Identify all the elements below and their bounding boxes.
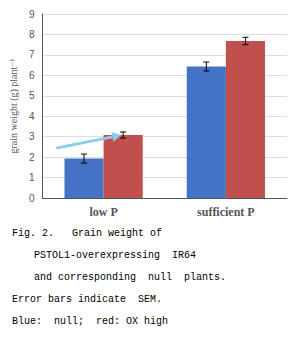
svg-text:9: 9: [29, 9, 35, 20]
svg-text:1: 1: [29, 172, 35, 183]
svg-text:3: 3: [29, 131, 35, 142]
svg-text:grain weight (g) plant⁻¹: grain weight (g) plant⁻¹: [8, 58, 20, 153]
svg-text:low P: low P: [89, 205, 117, 219]
svg-text:6: 6: [29, 70, 35, 81]
svg-text:PSTOL1-overexpressing IR64: PSTOL1-overexpressing IR64: [34, 250, 196, 261]
svg-text:2: 2: [29, 152, 35, 163]
svg-text:Fig. 2. Grain weight of: Fig. 2. Grain weight of: [12, 228, 162, 239]
svg-text:0: 0: [29, 193, 35, 204]
svg-text:Blue: null; red: OX high: Blue: null; red: OX high: [12, 316, 168, 327]
svg-text:and corresponding null plant: and corresponding null plants.: [34, 272, 226, 283]
svg-text:Error bars indicate SEM.: Error bars indicate SEM.: [12, 294, 162, 305]
svg-text:4: 4: [29, 111, 35, 122]
svg-text:sufficient P: sufficient P: [197, 205, 255, 219]
svg-text:5: 5: [29, 90, 35, 101]
svg-text:8: 8: [29, 29, 35, 40]
svg-text:7: 7: [29, 49, 35, 60]
